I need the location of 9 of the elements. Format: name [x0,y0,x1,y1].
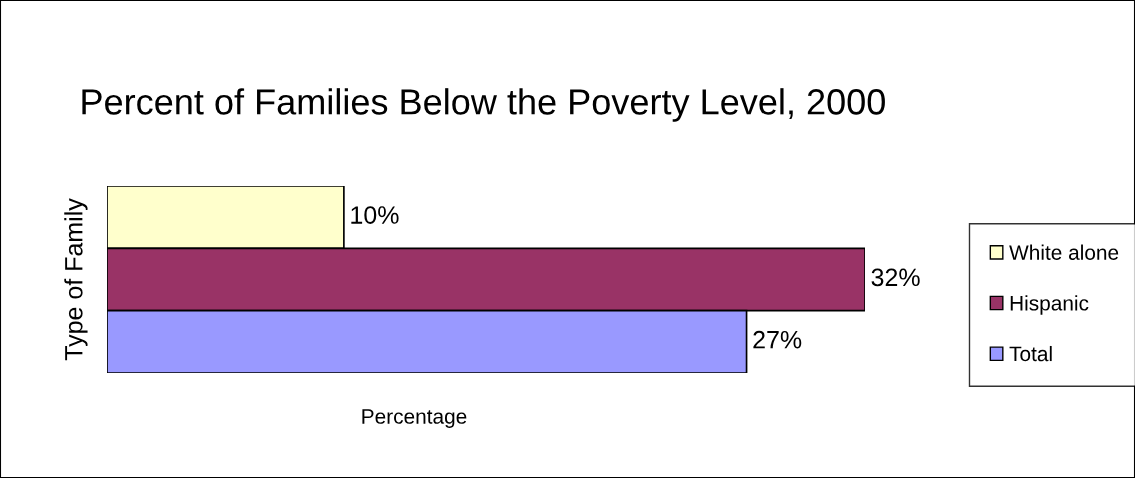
legend-label: Hispanic [1010,295,1089,315]
legend-label: Total [1009,345,1052,362]
data-label: 32% [871,268,920,287]
data-label: 10% [351,206,399,224]
y-axis-title: Type of Family [64,198,88,361]
legend-label: White alone [1009,244,1119,260]
data-label: 27% [753,330,802,349]
chart-title: Percent of Families Below the Poverty Level, 2000 [82,88,885,122]
x-axis-title: Percentage [362,409,467,428]
